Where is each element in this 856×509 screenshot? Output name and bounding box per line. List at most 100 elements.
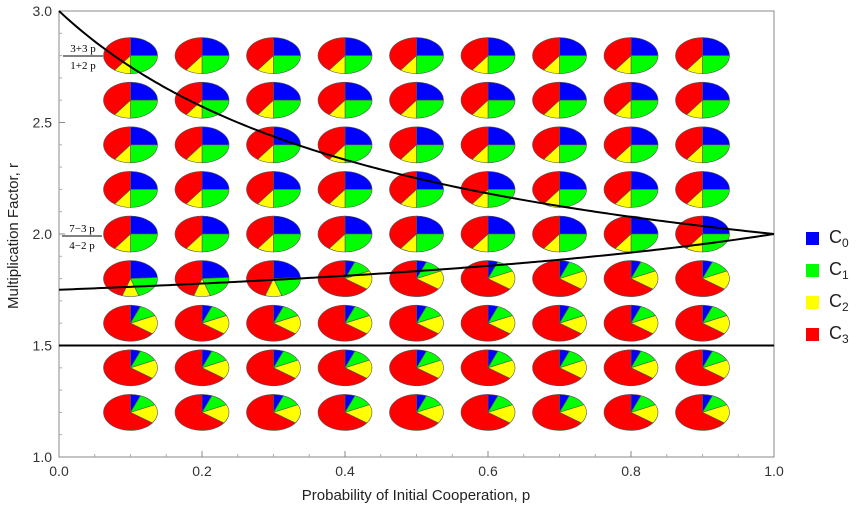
pie-slice [273, 233, 301, 253]
pie-slice [174, 304, 225, 342]
pie-slice [702, 171, 730, 190]
legend-swatch-c0 [806, 231, 819, 245]
pie-slice [344, 37, 373, 56]
pie-slice [246, 215, 274, 249]
pie-marker [603, 215, 659, 253]
pie-slice [317, 349, 368, 387]
pie-marker [103, 171, 158, 208]
pie-slice [130, 260, 158, 279]
pie-marker [532, 81, 587, 119]
legend-swatch-c1 [806, 263, 819, 277]
pie-marker [389, 304, 444, 342]
pie-slice [273, 215, 301, 235]
axis-ticks: 0.0 0.2 0.4 0.6 0.8 1.0 1.0 1.5 2.0 2.5 3.0 [33, 3, 784, 479]
pie-slice [389, 304, 439, 342]
legend-item-c2: C2 [806, 286, 849, 318]
legend-item-c3: C3 [806, 318, 849, 350]
pie-slice [103, 81, 131, 116]
pie-slice [201, 171, 230, 190]
pie-marker [103, 37, 158, 74]
boundary-curve-lines [58, 10, 775, 347]
x-tick-label: 1.0 [764, 463, 784, 479]
pie-slice [130, 37, 158, 56]
pie-slice [630, 144, 659, 164]
pie-slice [532, 37, 560, 71]
legend-label-c3: C3 [829, 322, 849, 346]
x-tick-label: 0.2 [192, 463, 212, 479]
pie-slice [675, 37, 703, 71]
pie-marker [603, 81, 659, 119]
pie-slice [201, 55, 230, 74]
y-tick-label: 2.0 [33, 226, 53, 242]
pie-slice [344, 81, 373, 101]
pie-slice [174, 260, 203, 297]
pie-marker [460, 394, 516, 431]
y-tick-label: 2.5 [33, 115, 53, 131]
pie-marker [103, 394, 158, 431]
pie-marker [317, 81, 373, 119]
pie-slice [630, 37, 659, 56]
curve-annotations: 3+3 p 1+2 p 7−3 p 4−2 p [62, 43, 103, 252]
pie-slice [273, 189, 301, 208]
legend-swatch-c2 [806, 295, 819, 309]
pie-slice [675, 171, 703, 205]
pie-slice [630, 99, 659, 119]
pie-marker [246, 304, 301, 342]
pie-slice [487, 81, 516, 101]
pie-slice [103, 349, 153, 387]
pie-marker [675, 126, 730, 164]
pie-slice [559, 144, 587, 164]
pie-slice [416, 189, 444, 208]
pie-slice [416, 99, 444, 119]
pie-slice [603, 37, 632, 71]
pie-slice [559, 171, 587, 190]
pie-slice [317, 304, 368, 342]
pie-marker [460, 81, 516, 119]
pie-slice [487, 171, 516, 190]
pie-slice [103, 394, 153, 431]
pie-slice [103, 171, 131, 205]
x-tick-label: 0.8 [621, 463, 641, 479]
pie-marker [174, 304, 230, 342]
pie-slice [559, 81, 587, 101]
pie-slice [130, 233, 158, 253]
pie-slice [344, 144, 373, 164]
pie-marker [317, 394, 373, 431]
pie-marker [174, 37, 230, 74]
pie-marker [389, 171, 444, 208]
pie-slice [702, 215, 730, 235]
pie-slice [702, 99, 730, 119]
pie-marker [317, 349, 373, 387]
pie-marker [174, 349, 230, 387]
pie-marker [532, 304, 587, 342]
pie-slice [174, 126, 203, 160]
x-tick-label: 0.6 [478, 463, 498, 479]
pie-marker [675, 260, 730, 297]
pie-slice [317, 394, 368, 431]
pie-slice [273, 55, 301, 74]
pie-slice [174, 394, 225, 431]
pie-slice [317, 37, 346, 71]
pie-slice [103, 215, 131, 249]
pie-marker [246, 81, 301, 119]
pie-slice [344, 233, 373, 253]
pie-slice [201, 144, 230, 164]
pie-slice [389, 260, 439, 297]
pie-slice [702, 81, 730, 101]
pie-slice [559, 126, 587, 146]
pie-slice [416, 37, 444, 56]
pie-marker [174, 260, 230, 297]
pie-marker [460, 126, 516, 164]
pie-marker [246, 171, 301, 208]
pie-slice [416, 55, 444, 74]
pie-marker [103, 215, 158, 253]
upper-curve-label-numerator: 3+3 p [70, 43, 96, 55]
pie-slice [416, 233, 444, 253]
pie-slice [130, 81, 158, 101]
pie-marker [460, 215, 516, 253]
pie-slice [317, 81, 346, 116]
pie-slice [317, 215, 346, 249]
pie-marker [460, 260, 516, 297]
pie-slice [532, 171, 560, 205]
pie-slice [389, 81, 417, 116]
